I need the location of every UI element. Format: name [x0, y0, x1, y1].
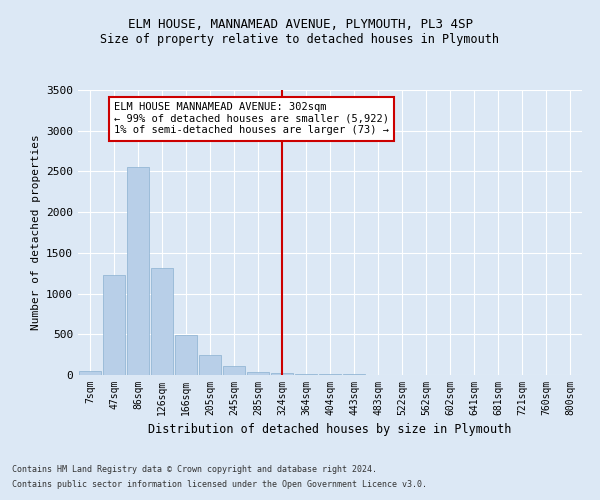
Bar [199, 356, 221, 375]
Bar [319, 374, 341, 375]
Text: ELM HOUSE MANNAMEAD AVENUE: 302sqm
← 99% of detached houses are smaller (5,922)
: ELM HOUSE MANNAMEAD AVENUE: 302sqm ← 99%… [114, 102, 389, 136]
Text: Size of property relative to detached houses in Plymouth: Size of property relative to detached ho… [101, 32, 499, 46]
Bar [343, 374, 365, 375]
Bar [151, 268, 173, 375]
Bar [103, 275, 125, 375]
Bar [271, 373, 293, 375]
Text: Contains HM Land Registry data © Crown copyright and database right 2024.: Contains HM Land Registry data © Crown c… [12, 465, 377, 474]
Bar [127, 168, 149, 375]
Y-axis label: Number of detached properties: Number of detached properties [31, 134, 41, 330]
Text: ELM HOUSE, MANNAMEAD AVENUE, PLYMOUTH, PL3 4SP: ELM HOUSE, MANNAMEAD AVENUE, PLYMOUTH, P… [128, 18, 473, 30]
Bar [175, 335, 197, 375]
Bar [247, 372, 269, 375]
Bar [295, 374, 317, 375]
Text: Distribution of detached houses by size in Plymouth: Distribution of detached houses by size … [148, 422, 512, 436]
Bar [79, 371, 101, 375]
Text: Contains public sector information licensed under the Open Government Licence v3: Contains public sector information licen… [12, 480, 427, 489]
Bar [223, 366, 245, 375]
